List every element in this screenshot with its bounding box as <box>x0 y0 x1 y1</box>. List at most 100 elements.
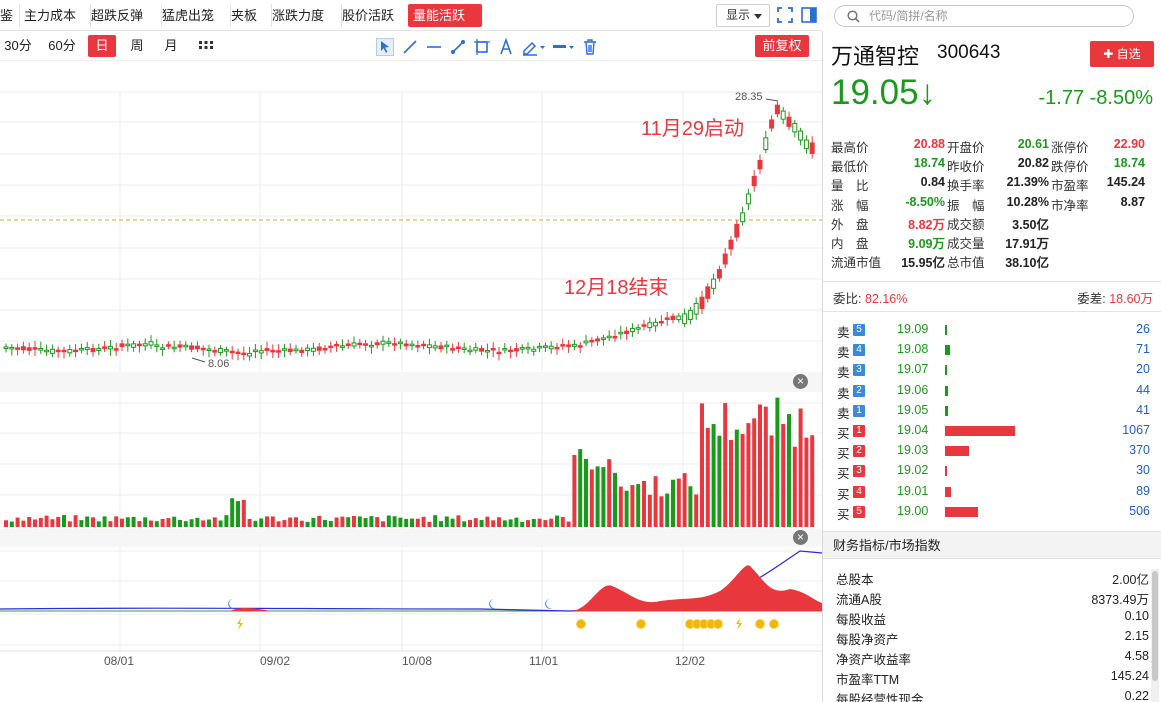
add-watchlist-button[interactable]: ✚ 自选 <box>1090 41 1154 67</box>
candle-body <box>560 344 566 347</box>
cursor-icon[interactable] <box>376 38 394 56</box>
volume-bar <box>798 408 803 527</box>
volume-bar <box>584 458 588 527</box>
order-side: 买 <box>837 447 850 462</box>
kline-chart[interactable]: 11月29启动 12月18结束 28.35 8.06 × × 08/01 09/0… <box>0 61 822 702</box>
finance-row: 每股净资产 2.15 <box>823 629 1149 649</box>
close-indicator-pane-icon[interactable]: × <box>793 530 808 545</box>
bid-row[interactable]: 买 4 19.01 89 <box>823 482 1161 502</box>
volume-bar <box>468 519 472 527</box>
candle-body <box>3 346 9 349</box>
indicator-tab[interactable]: 股价活跃 <box>337 4 413 27</box>
horizontal-line-icon[interactable] <box>425 38 443 56</box>
period-tab[interactable]: 周 <box>130 38 144 53</box>
indicator-tab[interactable]: 猛虎出笼 <box>157 4 231 27</box>
indicator-tab[interactable]: 超跌反弹 <box>86 4 162 27</box>
bid-row[interactable]: 买 1 19.04 1067 <box>823 421 1161 441</box>
volume-bar <box>572 455 577 527</box>
indicator-toolbar: 鉴主力成本 超跌反弹 猛虎出笼 夹板 涨跌力度 股价活跃 量能活跃 <box>0 0 822 31</box>
candle-body <box>78 347 84 351</box>
line-tool-icon[interactable] <box>401 38 419 56</box>
search-input[interactable] <box>869 8 1119 24</box>
fullscreen-icon[interactable] <box>777 7 793 23</box>
volume-bar <box>27 517 32 527</box>
bid-row[interactable]: 买 5 19.00 506 <box>823 502 1161 522</box>
quote-label: 外 盘 <box>831 217 869 232</box>
divider <box>823 281 1161 282</box>
candle-body <box>200 347 206 351</box>
side-panel-icon[interactable] <box>801 7 817 23</box>
candle-body <box>160 347 166 350</box>
candle-body <box>241 352 247 356</box>
bid-row[interactable]: 买 2 19.03 370 <box>823 441 1161 461</box>
volume-bar <box>520 521 525 527</box>
segment-tool-icon[interactable] <box>449 38 467 56</box>
rectangle-tool-icon[interactable] <box>473 38 491 56</box>
candle-body <box>363 343 369 346</box>
weibi: 委比: 82.16% <box>833 288 907 307</box>
text-tool-icon[interactable] <box>497 38 515 56</box>
order-volume: 89 <box>1136 483 1150 498</box>
candle-body <box>502 348 508 351</box>
volume-bar <box>33 519 37 527</box>
volume-bar <box>497 517 501 527</box>
period-tab[interactable]: 30分 <box>4 38 32 53</box>
price-adjust-button[interactable]: 前复权 <box>755 35 809 57</box>
indicator-tab[interactable]: 量能活跃 <box>408 4 482 27</box>
quote-value: 8.82万 <box>908 217 945 232</box>
start-annotation: 12月18结束 <box>564 277 669 299</box>
volume-bar <box>183 521 188 527</box>
ask-row[interactable]: 卖 2 19.06 44 <box>823 381 1161 401</box>
candle-body <box>403 343 409 347</box>
volume-bar <box>166 518 171 527</box>
scrollbar[interactable] <box>1151 569 1159 702</box>
volume-bar <box>758 404 762 527</box>
trash-icon[interactable] <box>581 38 599 56</box>
chevron-down-icon <box>754 14 762 19</box>
period-tab[interactable]: 月 <box>164 38 178 53</box>
volume-bar <box>618 486 623 527</box>
grid-menu-icon[interactable] <box>197 38 215 56</box>
quote-value: 22.90 <box>1113 137 1145 151</box>
indicator-tab[interactable]: 涨跌力度 <box>267 4 342 27</box>
quote-label: 成交量 <box>947 237 985 251</box>
quote-value: 10.28% <box>1006 194 1049 209</box>
volume-bar <box>734 429 739 527</box>
finance-value: 2.15 <box>1124 629 1149 643</box>
candle-body <box>386 341 392 344</box>
period-tab[interactable]: 日 <box>88 35 116 57</box>
volume-bar <box>647 494 652 527</box>
bid-row[interactable]: 买 3 19.02 30 <box>823 461 1161 481</box>
indicator-tab[interactable]: 夹板 <box>226 4 272 27</box>
line-width-icon[interactable] <box>551 38 575 56</box>
quote-value: 3.50亿 <box>1012 217 1049 232</box>
indicator-tab[interactable]: 主力成本 <box>19 4 91 27</box>
order-volume-bar <box>945 466 947 477</box>
ask-row[interactable]: 卖 4 19.08 71 <box>823 340 1161 360</box>
volume-bar <box>276 521 281 527</box>
stock-search[interactable] <box>834 5 1134 27</box>
order-side: 买 <box>837 467 850 482</box>
finance-section-title[interactable]: 财务指标/市场指数 <box>823 531 1161 559</box>
pen-color-icon[interactable] <box>521 38 545 56</box>
order-price: 19.06 <box>897 382 929 397</box>
ask-row[interactable]: 卖 1 19.05 41 <box>823 401 1161 421</box>
order-level: 3 <box>853 364 865 377</box>
volume-bar <box>566 521 571 527</box>
stock-code: 300643 <box>937 42 1001 63</box>
candle-body <box>26 347 32 351</box>
candle-body <box>455 346 461 349</box>
close-volume-pane-icon[interactable]: × <box>793 374 808 389</box>
quote-label: 涨停价 <box>1051 141 1089 155</box>
display-dropdown[interactable]: 显示 <box>716 4 770 27</box>
scrollbar-thumb[interactable] <box>1152 571 1158 681</box>
period-tab[interactable]: 60分 <box>48 38 76 53</box>
indicator-tab[interactable]: 鉴 <box>0 4 20 27</box>
ask-row[interactable]: 卖 3 19.07 20 <box>823 360 1161 380</box>
ask-row[interactable]: 卖 5 19.09 26 <box>823 320 1161 340</box>
volume-bar <box>328 521 333 527</box>
candle-body <box>595 338 601 342</box>
candle-body <box>670 315 676 320</box>
volume-bar <box>288 517 293 527</box>
